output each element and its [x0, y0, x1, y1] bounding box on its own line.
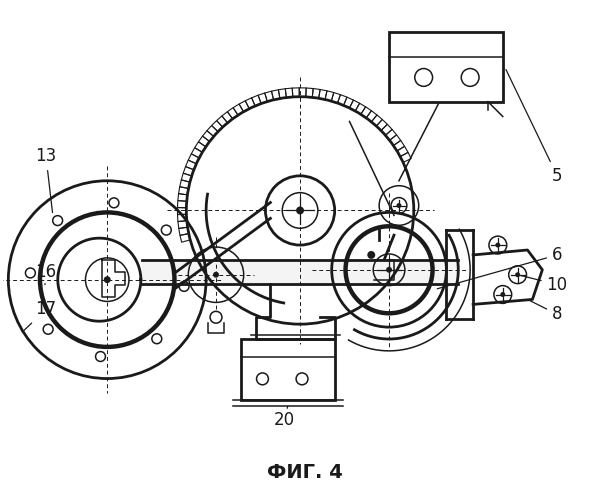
- Circle shape: [296, 206, 304, 214]
- Text: 6: 6: [437, 246, 562, 289]
- Circle shape: [500, 292, 505, 297]
- Text: 5: 5: [506, 70, 562, 185]
- Bar: [241, 339, 335, 400]
- Circle shape: [515, 272, 520, 277]
- Text: 16: 16: [35, 263, 57, 284]
- Text: 13: 13: [35, 147, 57, 212]
- Circle shape: [386, 267, 392, 272]
- Text: ФИГ. 4: ФИГ. 4: [267, 463, 343, 482]
- Bar: [389, 32, 503, 102]
- Text: 20: 20: [274, 406, 295, 429]
- Circle shape: [367, 251, 375, 259]
- Circle shape: [396, 203, 401, 208]
- Circle shape: [104, 276, 110, 283]
- Circle shape: [495, 242, 500, 248]
- Text: 17: 17: [22, 300, 57, 332]
- Circle shape: [213, 272, 219, 278]
- Text: 8: 8: [530, 300, 562, 324]
- Text: 10: 10: [520, 276, 568, 293]
